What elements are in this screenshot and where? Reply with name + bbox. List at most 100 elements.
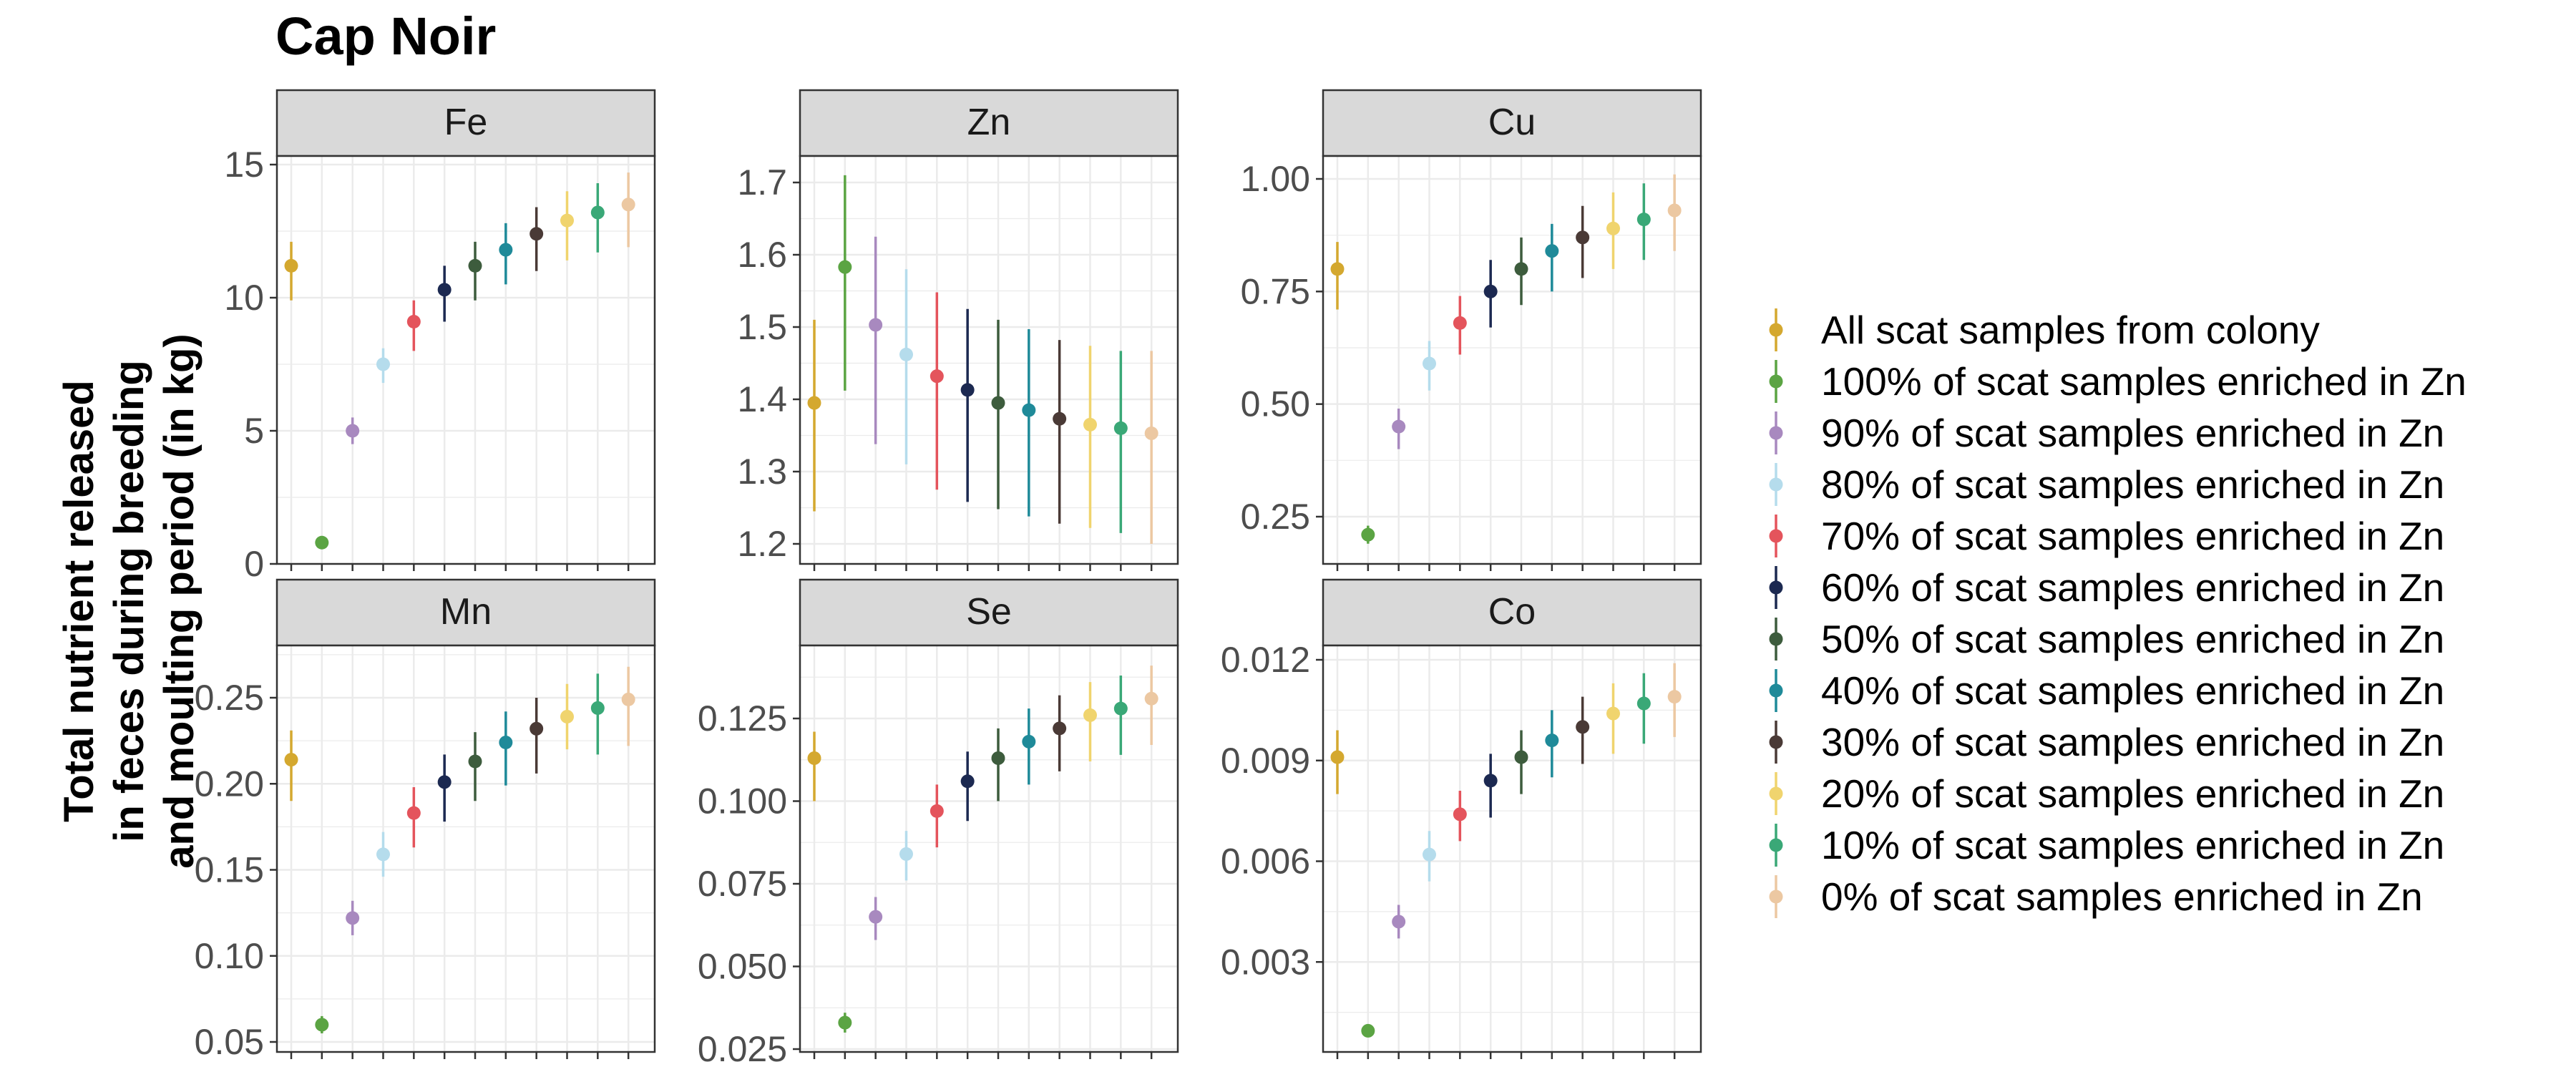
panel-border (1322, 155, 1702, 565)
legend-key-point (1769, 632, 1783, 646)
data-point (1022, 403, 1036, 417)
data-point (1667, 203, 1682, 218)
data-point (621, 198, 635, 212)
data-point (1606, 221, 1620, 235)
data-point (1636, 696, 1651, 711)
legend-label: 100% of scat samples enriched in Zn (1821, 359, 2467, 404)
legend-label: 0% of scat samples enriched in Zn (1821, 874, 2423, 919)
data-point (1330, 750, 1345, 764)
data-point (1113, 421, 1128, 435)
y-tick-label: 0.025 (698, 1029, 787, 1069)
data-point (376, 847, 390, 862)
data-point (1144, 691, 1158, 706)
data-point (315, 535, 329, 550)
data-point (899, 847, 913, 861)
data-point (1392, 915, 1406, 929)
data-point (1545, 244, 1559, 258)
facet-strip-label: Se (966, 591, 1012, 633)
legend-label: 40% of scat samples enriched in Zn (1821, 668, 2444, 713)
legend-key-point (1769, 838, 1783, 852)
data-point (406, 806, 421, 820)
data-point (1053, 721, 1067, 736)
facet-panel-mn: Mn 0.05 0.10 0.15 0.20 0.25 (195, 578, 656, 1062)
y-tick-label: 1.2 (737, 524, 787, 564)
y-tick-label: 0.003 (1221, 942, 1310, 982)
data-point (1576, 230, 1590, 245)
data-point (346, 424, 360, 438)
y-tick-label: 0.012 (1221, 640, 1310, 680)
legend-item: 40% of scat samples enriched in Zn (1769, 668, 2444, 713)
plot-background (277, 645, 655, 1052)
facet-strip (1322, 89, 1702, 157)
data-point (1022, 734, 1036, 749)
legend-label: 60% of scat samples enriched in Zn (1821, 565, 2444, 610)
data-point (838, 1015, 852, 1030)
y-tick-label: 0.50 (1241, 384, 1310, 424)
y-tick-label: 0.20 (195, 764, 264, 804)
legend-item: 80% of scat samples enriched in Zn (1769, 462, 2444, 507)
data-point (560, 709, 574, 723)
legend-key-point (1769, 683, 1783, 698)
data-point (1392, 419, 1406, 434)
data-point (869, 910, 883, 924)
y-tick-label: 0.75 (1241, 271, 1310, 311)
legend-label: 70% of scat samples enriched in Zn (1821, 514, 2444, 558)
y-tick-label: 5 (244, 411, 264, 451)
data-point (991, 396, 1005, 410)
y-tick-label: 0.006 (1221, 842, 1310, 882)
data-point (499, 243, 513, 257)
panel-border (799, 155, 1179, 565)
data-point (1576, 720, 1590, 734)
legend-label: 80% of scat samples enriched in Zn (1821, 462, 2444, 507)
legend-key-point (1769, 323, 1783, 337)
y-axis-title-line: and moulting period (in kg) (156, 333, 203, 869)
legend-item: 10% of scat samples enriched in Zn (1769, 823, 2444, 867)
facet-panel-se: Se 0.025 0.050 0.075 0.100 0.125 (698, 578, 1179, 1069)
legend-key-point (1769, 529, 1783, 543)
data-point (1113, 701, 1128, 716)
y-tick-label: 0.125 (698, 698, 787, 739)
y-axis-title-line: Total nutrient released (56, 380, 102, 822)
data-point (1330, 262, 1345, 276)
data-point (991, 751, 1005, 765)
legend-label: 30% of scat samples enriched in Zn (1821, 720, 2444, 764)
data-point (1636, 213, 1651, 227)
legend-item: 0% of scat samples enriched in Zn (1769, 874, 2423, 919)
facet-strip (275, 89, 656, 157)
y-tick-label: 0.075 (698, 864, 787, 904)
data-point (1144, 426, 1158, 440)
legend-item: 20% of scat samples enriched in Zn (1769, 771, 2444, 816)
data-point (1361, 527, 1375, 542)
data-point (284, 258, 298, 273)
legend-label: 20% of scat samples enriched in Zn (1821, 771, 2444, 816)
data-point (1545, 734, 1559, 748)
data-point (1053, 411, 1067, 426)
y-tick-label: 15 (224, 145, 264, 185)
y-tick-label: 0.10 (195, 936, 264, 976)
legend-item: 100% of scat samples enriched in Zn (1769, 359, 2467, 404)
facet-panel-co: Co 0.003 0.006 0.009 0.012 (1221, 578, 1702, 1059)
legend-label: All scat samples from colony (1821, 308, 2320, 352)
data-point (376, 357, 390, 371)
y-tick-label: 0.05 (195, 1022, 264, 1062)
data-point (1514, 262, 1528, 276)
y-tick-label: 0.100 (698, 781, 787, 822)
data-point (807, 751, 821, 765)
y-tick-label: 0.050 (698, 947, 787, 987)
facet-strip-label: Fe (444, 102, 488, 143)
data-point (1453, 807, 1467, 822)
plot-background (1323, 156, 1701, 564)
y-tick-label: 0.15 (195, 850, 264, 890)
data-point (406, 314, 421, 328)
legend-key-point (1769, 580, 1783, 595)
data-point (960, 774, 975, 789)
legend-label: 90% of scat samples enriched in Zn (1821, 411, 2444, 455)
facet-panel-zn: Zn 1.2 1.3 1.4 1.5 1.6 1.7 (737, 89, 1179, 571)
legend-item: 30% of scat samples enriched in Zn (1769, 720, 2444, 764)
data-point (1083, 417, 1097, 432)
facet-strip-label: Cu (1488, 102, 1536, 143)
y-tick-label: 1.5 (737, 307, 787, 347)
y-axis-title-line: in feces during breeding (106, 360, 152, 842)
legend-key-point (1769, 374, 1783, 389)
